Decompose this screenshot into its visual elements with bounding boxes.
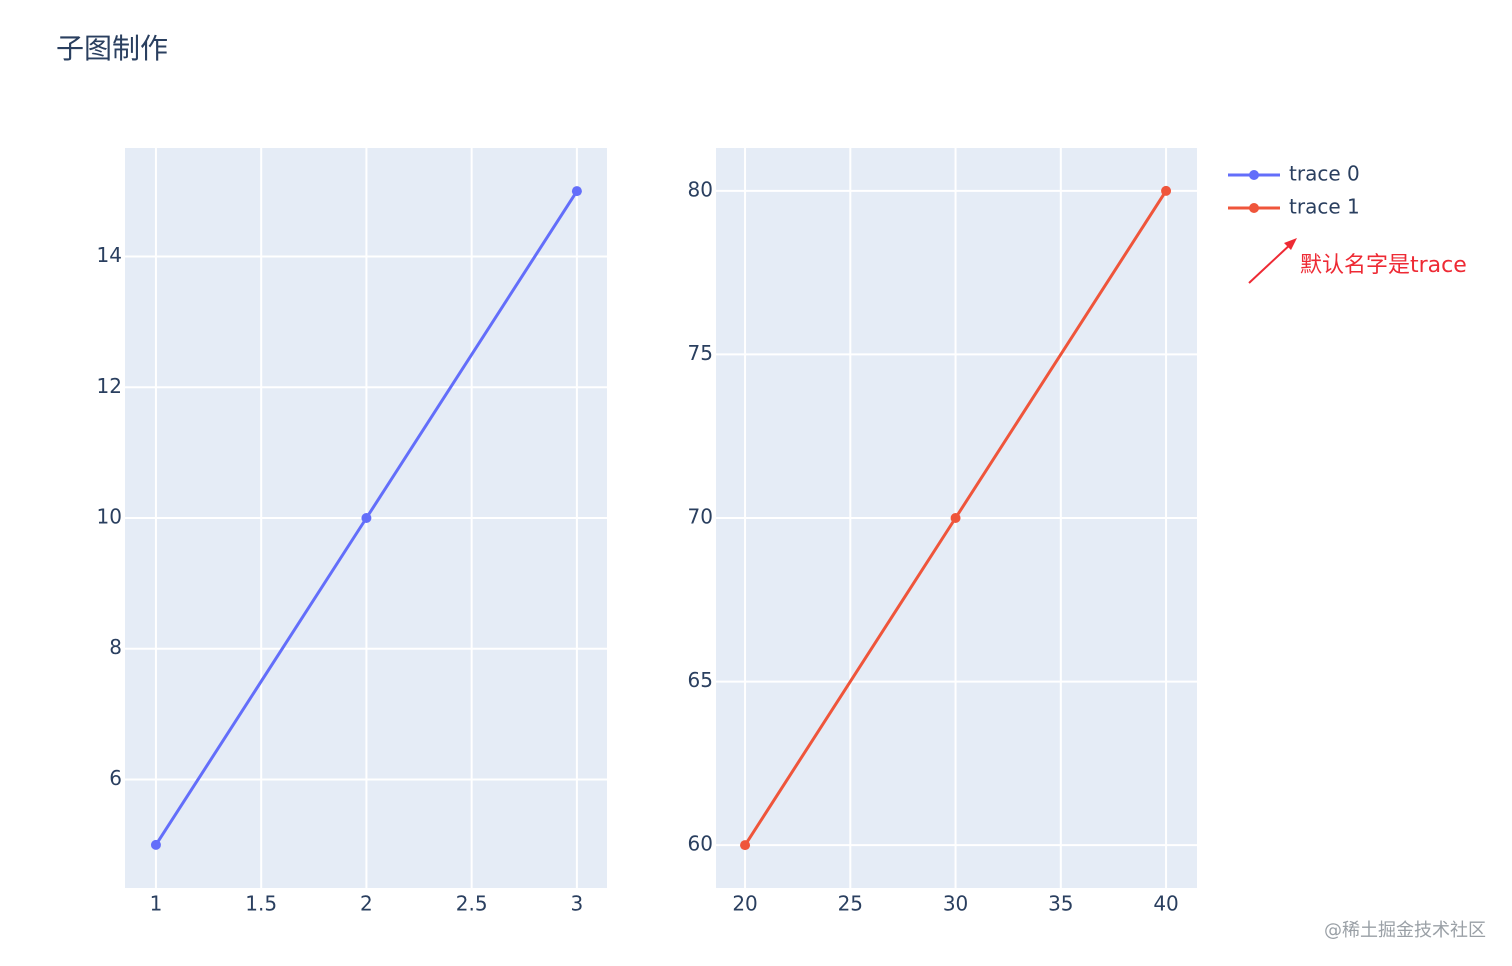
y-tick-label: 8 xyxy=(109,635,122,659)
annotation: 默认名字是trace xyxy=(1300,253,1467,278)
x-tick-label: 1.5 xyxy=(245,892,277,916)
x-tick-label: 40 xyxy=(1153,892,1178,916)
annotation-arrow xyxy=(1248,241,1294,284)
x-tick-label: 25 xyxy=(838,892,863,916)
data-point xyxy=(150,839,161,850)
x-tick-label: 3 xyxy=(571,892,584,916)
annotation-arrowhead xyxy=(1284,238,1297,250)
x-tick-label: 35 xyxy=(1048,892,1073,916)
y-tick-label: 12 xyxy=(97,374,122,398)
data-point xyxy=(1161,185,1172,196)
data-point xyxy=(571,186,582,197)
y-tick-label: 10 xyxy=(97,505,122,529)
chart-title: 子图制作 xyxy=(56,32,168,65)
y-tick-label: 75 xyxy=(688,341,713,365)
y-tick-label: 70 xyxy=(688,505,713,529)
data-point xyxy=(950,513,961,523)
x-tick-label: 2.5 xyxy=(456,892,488,916)
data-point xyxy=(361,513,372,523)
x-tick-label: 1 xyxy=(150,892,163,916)
watermark: @稀土掘金技术社区 xyxy=(1324,920,1486,941)
legend-label: trace 0 xyxy=(1289,162,1360,186)
y-tick-label: 60 xyxy=(688,832,713,856)
legend-marker xyxy=(1249,203,1259,213)
legend-marker xyxy=(1249,170,1259,180)
x-tick-label: 2 xyxy=(360,892,373,916)
y-tick-label: 6 xyxy=(109,766,122,790)
y-tick-label: 14 xyxy=(97,243,122,267)
legend-label: trace 1 xyxy=(1289,195,1360,219)
x-tick-label: 30 xyxy=(943,892,968,916)
y-tick-label: 65 xyxy=(688,668,713,692)
x-tick-label: 20 xyxy=(732,892,757,916)
data-point xyxy=(740,840,751,851)
y-tick-label: 80 xyxy=(688,177,713,201)
